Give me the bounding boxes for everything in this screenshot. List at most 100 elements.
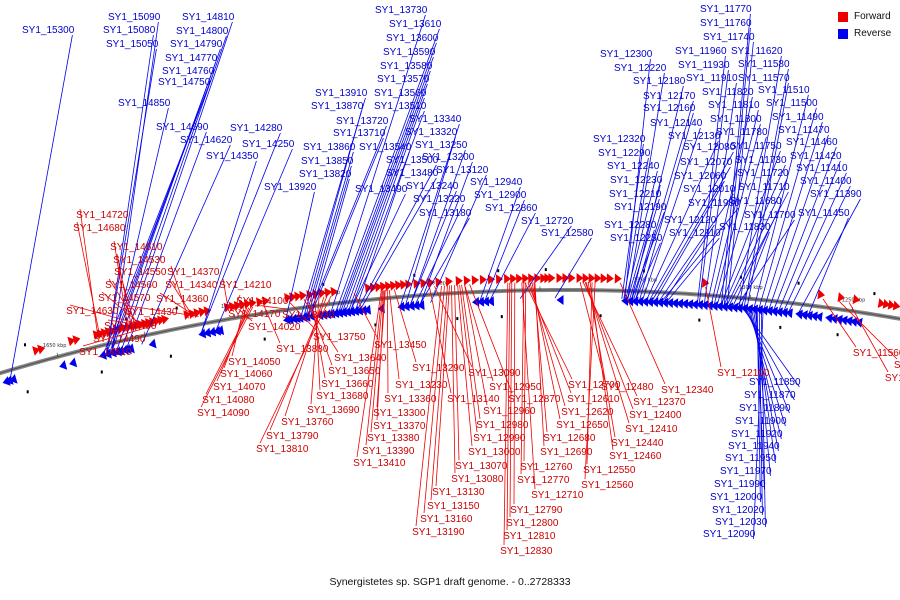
forward-gene-label: SY1_14370 [167, 267, 220, 278]
reverse-gene-label: SY1_12240 [607, 161, 660, 172]
gene-feature [600, 273, 608, 284]
gene-feature [455, 276, 463, 286]
reverse-gene-label: SY1_11390 [810, 189, 862, 200]
reverse-gene-label: SY1_13580 [380, 61, 433, 72]
reverse-swatch [838, 28, 848, 39]
forward-leader-line [82, 324, 157, 347]
reverse-gene-label: SY1_11420 [790, 151, 842, 162]
forward-leader-line [168, 278, 194, 318]
gene-feature [385, 281, 393, 292]
gene-feature [830, 314, 838, 324]
reverse-gene-label: SY1_12110 [669, 228, 721, 239]
forward-gene-label: SY1_13810 [256, 444, 309, 455]
reverse-gene-label: SY1_14350 [206, 151, 259, 162]
forward-gene-label: SY1_13880 [276, 344, 329, 355]
reverse-gene-label: SY1_11780 [716, 127, 768, 138]
gene-feature [108, 347, 117, 358]
reverse-gene-label: SY1_12060 [674, 171, 727, 182]
gene-feature [882, 299, 891, 309]
gene-feature [855, 317, 863, 328]
forward-leader-line [303, 299, 339, 353]
gene-feature [528, 273, 536, 284]
reverse-leader-line [667, 237, 720, 301]
forward-leader-line [107, 319, 151, 327]
gene-feature [621, 296, 629, 306]
reverse-gene-label: SY1_11910 [686, 73, 738, 84]
legend-reverse-label: Reverse [854, 28, 892, 39]
reverse-gene-label: SY1_13220 [413, 194, 466, 205]
forward-gene-label: SY1_12370 [633, 397, 686, 408]
gene-feature [850, 317, 858, 327]
reverse-gene-label: SY1_11740 [703, 32, 755, 43]
gene-feature [765, 306, 773, 316]
gene-feature [233, 300, 242, 311]
forward-gene-label: SY1_14510 [79, 347, 132, 358]
forward-gene-label: SY1_14080 [202, 395, 255, 406]
forward-gene-label: SY1_12340 [661, 385, 714, 396]
reverse-leader-line [639, 112, 694, 300]
reverse-gene-label: SY1_12160 [643, 103, 696, 114]
scale-tick-label: 1650 kbp [43, 343, 67, 349]
forward-gene-label: SY1_14100 [236, 296, 289, 307]
reverse-leader-line [345, 83, 428, 311]
reverse-leader-line [307, 165, 352, 316]
reverse-gene-label: SY1_13490 [355, 184, 408, 195]
reverse-leader-line [330, 14, 426, 313]
reverse-leader-line [768, 134, 829, 309]
forward-gene-label: SY1_13930 [282, 310, 335, 321]
forward-gene-label: SY1_12770 [517, 475, 570, 486]
gene-feature [606, 273, 614, 284]
reverse-gene-label: SY1_13510 [374, 101, 427, 112]
reverse-gene-label: SY1_13920 [264, 182, 317, 193]
forward-leader-line [451, 285, 456, 474]
forward-gene-label: SY1_12960 [483, 406, 536, 417]
reverse-leader-line [748, 306, 782, 440]
reverse-gene-label: SY1_11720 [737, 168, 789, 179]
gene-feature [285, 314, 294, 324]
forward-leader-line [523, 282, 527, 462]
reverse-gene-label: SY1_12080 [683, 142, 736, 153]
reverse-leader-line [642, 127, 701, 300]
reverse-leader-line [646, 140, 719, 300]
forward-gene-label: SY1_12650 [556, 420, 609, 431]
gene-feature [203, 327, 212, 338]
reverse-leader-line [405, 136, 456, 305]
forward-leader-line [76, 221, 101, 338]
forward-leader-line [429, 286, 452, 394]
forward-leader-line [838, 300, 898, 360]
gene-feature [646, 297, 654, 307]
reverse-gene-label: SY1_11450 [798, 208, 850, 219]
forward-leader-line [521, 282, 536, 490]
forward-gene-label: SY1_13690 [307, 405, 360, 416]
gene-feature [126, 343, 135, 354]
reverse-leader-line [201, 160, 257, 333]
forward-swatch [838, 11, 848, 22]
reverse-leader-line [753, 308, 764, 540]
reverse-gene-label: SY1_11940 [728, 441, 780, 452]
reverse-leader-line [635, 100, 694, 300]
forward-gene-label: SY1_13070 [455, 461, 508, 472]
gene-feature [238, 300, 247, 310]
reverse-leader-line [420, 217, 470, 304]
gene-feature [59, 360, 68, 370]
forward-gene-label: SY1_13080 [451, 474, 504, 485]
reverse-leader-line [714, 123, 761, 304]
forward-gene-label: SY1_11560 [853, 348, 900, 359]
forward-leader-line [79, 208, 99, 339]
forward-gene-label: SY1_13130 [432, 487, 485, 498]
forward-gene-label: SY1_13640 [334, 353, 387, 364]
forward-gene-label: SY1_14210 [219, 280, 272, 291]
gene-feature [582, 273, 590, 284]
forward-gene-label: SY1_12690 [540, 447, 593, 458]
reverse-gene-label: SY1_14250 [242, 139, 295, 150]
gene-feature [651, 297, 659, 308]
feature-marker [599, 314, 602, 318]
gene-feature [148, 338, 157, 349]
reverse-gene-label: SY1_11730 [735, 155, 787, 166]
reverse-leader-line [788, 185, 851, 312]
reverse-gene-label: SY1_14280 [230, 123, 283, 134]
forward-gene-label: SY1_14170 [228, 309, 281, 320]
gene-feature [37, 344, 46, 355]
reverse-gene-label: SY1_11680 [730, 196, 782, 207]
